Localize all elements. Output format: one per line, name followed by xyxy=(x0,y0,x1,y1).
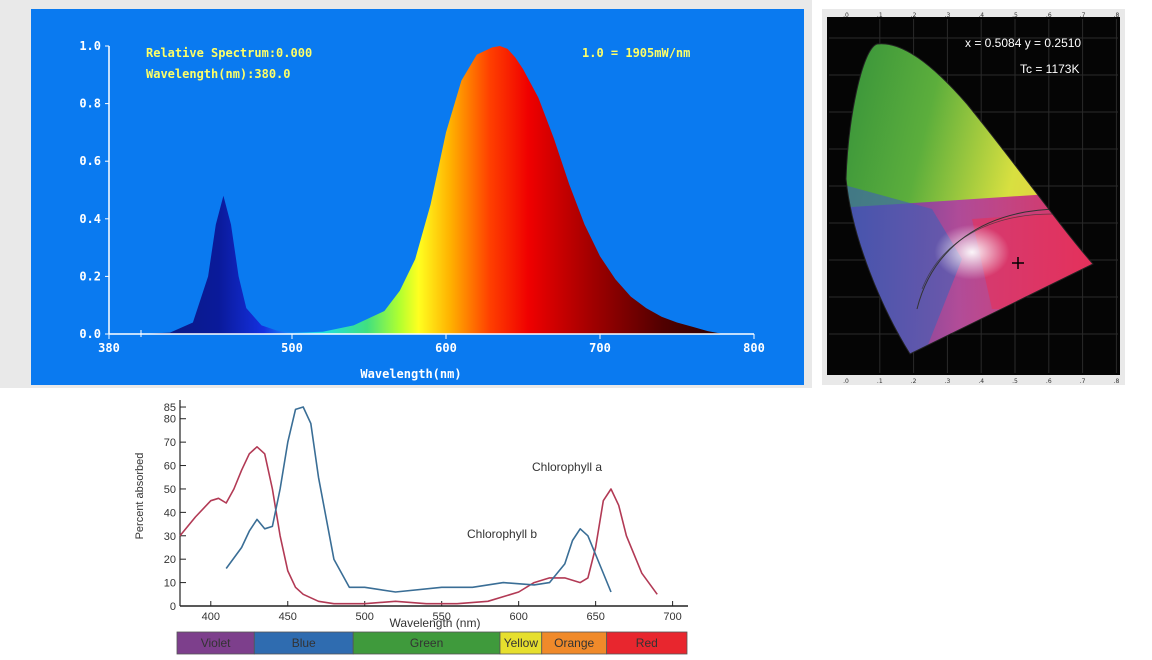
absorption-x-tick-label: 500 xyxy=(356,611,374,623)
absorption-y-tick-label: 80 xyxy=(164,414,176,426)
absorption-y-tick-label: 20 xyxy=(164,554,176,566)
cie-x-tick-label: .1 xyxy=(877,12,883,19)
cie-x-tick-label: .3 xyxy=(945,378,951,385)
spectrum-y-tick-label: 0.2 xyxy=(79,269,101,283)
cie-diagram-svg: x = 0.5084 y = 0.2510 Tc = 1173K .0 .0 .1.… xyxy=(827,12,1120,385)
y-axis-label: Percent absorbed xyxy=(134,453,146,540)
wavelength-readout: Wavelength(nm):380.0 xyxy=(146,67,291,81)
series-line-chlorophyll-b xyxy=(225,406,612,593)
spectral-power-chart: 0.0 0.2 0.4 0.6 0.8 1.0 380 500 600 700 800 Relati… xyxy=(31,9,804,385)
absorption-x-tick-label: 650 xyxy=(586,611,604,623)
absorption-y-tick-label: 0 xyxy=(170,601,176,613)
chlorophyll-b-label: Chlorophyll b xyxy=(467,527,537,541)
cie-x-tick-label: .0 xyxy=(843,12,849,19)
cie-x-tick-label: .4 xyxy=(978,378,984,385)
absorption-y-tick-label: 85 xyxy=(164,402,176,414)
spectrum-x-tick-label: 600 xyxy=(435,341,457,355)
spectrum-panel: 0.0 0.2 0.4 0.6 0.8 1.0 380 500 600 700 800 Relati… xyxy=(0,0,812,388)
spectrum-x-tick-label: 700 xyxy=(589,341,611,355)
cie-x-tick-label: .1 xyxy=(877,378,883,385)
visible-spectrum-bar: Violet Blue Green Yellow Orange Red xyxy=(176,631,688,655)
spectrum-x-axis-label: Wavelength(nm) xyxy=(360,367,461,381)
absorption-x-tick-label: 400 xyxy=(202,611,220,623)
absorption-y-tick-label: 10 xyxy=(164,578,176,590)
spectrum-band-label: Blue xyxy=(292,636,316,650)
relative-spectrum-readout: Relative Spectrum:0.000 xyxy=(146,46,312,60)
cie-chromaticity-panel: x = 0.5084 y = 0.2510 Tc = 1173K .0 .0 .1.… xyxy=(822,9,1125,385)
cie-x-tick-label: .6 xyxy=(1046,378,1052,385)
cie-x-tick-label: .2 xyxy=(911,378,917,385)
cie-x-tick-label: .4 xyxy=(978,12,984,19)
cie-tc-readout: Tc = 1173K xyxy=(1020,62,1079,76)
spectrum-y-tick-label: 0.8 xyxy=(79,97,101,111)
spectrum-y-tick-label: 0.4 xyxy=(79,212,101,226)
scale-readout: 1.0 = 1905mW/nm xyxy=(582,46,690,60)
spectrum-y-tick-label: 0.6 xyxy=(79,154,101,168)
x-axis-label: Wavelength (nm) xyxy=(390,616,481,630)
spectrum-band-label: Yellow xyxy=(504,636,539,650)
spectrum-y-tick-label: 1.0 xyxy=(79,39,101,53)
crosshair-marker xyxy=(1012,257,1024,269)
cie-x-tick-label: .0 xyxy=(843,378,849,385)
cie-xy-readout: x = 0.5084 y = 0.2510 xyxy=(965,36,1081,50)
absorption-x-tick-label: 700 xyxy=(663,611,681,623)
spectrum-band-red xyxy=(606,631,688,655)
cie-x-tick-label: .5 xyxy=(1012,12,1018,19)
spectrum-band-label: Violet xyxy=(201,636,231,650)
spectrum-x-tick-label: 380 xyxy=(98,341,120,355)
spectrum-band-label: Red xyxy=(636,636,658,650)
spectrum-band-label: Green xyxy=(410,636,443,650)
chlorophyll-absorption-chart: Violet Blue Green Yellow Orange Red 0 10 20 30 40… xyxy=(134,400,688,655)
absorption-y-tick-label: 30 xyxy=(164,531,176,543)
cie-x-tick-label: .5 xyxy=(1012,378,1018,385)
spectrum-x-tick-label: 800 xyxy=(743,341,765,355)
spectrum-band-label: Orange xyxy=(554,636,594,650)
spectral-power-svg: 0.0 0.2 0.4 0.6 0.8 1.0 380 500 600 700 800 Relati… xyxy=(79,39,765,381)
spectrum-x-tick-label: 500 xyxy=(281,341,303,355)
absorption-x-tick-label: 600 xyxy=(509,611,527,623)
absorption-x-tick-label: 550 xyxy=(433,611,451,623)
cie-x-tick-label: .6 xyxy=(1046,12,1052,19)
cie-x-tick-label: .2 xyxy=(911,12,917,19)
absorption-y-tick-label: 40 xyxy=(164,507,176,519)
absorption-y-tick-label: 50 xyxy=(164,484,176,496)
cie-x-tick-label: .8 xyxy=(1114,378,1120,385)
chlorophyll-a-label: Chlorophyll a xyxy=(532,460,602,474)
cie-x-tick-label: .8 xyxy=(1114,12,1120,19)
spectrum-y-tick-label: 0.0 xyxy=(79,327,101,341)
absorption-x-tick-label: 450 xyxy=(279,611,297,623)
absorption-y-tick-label: 70 xyxy=(164,437,176,449)
cie-x-tick-label: .7 xyxy=(1080,12,1086,19)
cie-x-tick-label: .3 xyxy=(945,12,951,19)
absorption-y-tick-label: 60 xyxy=(164,461,176,473)
spectrum-area xyxy=(109,46,724,334)
series-line-chlorophyll-a xyxy=(179,446,658,605)
cie-x-tick-label: .7 xyxy=(1080,378,1086,385)
